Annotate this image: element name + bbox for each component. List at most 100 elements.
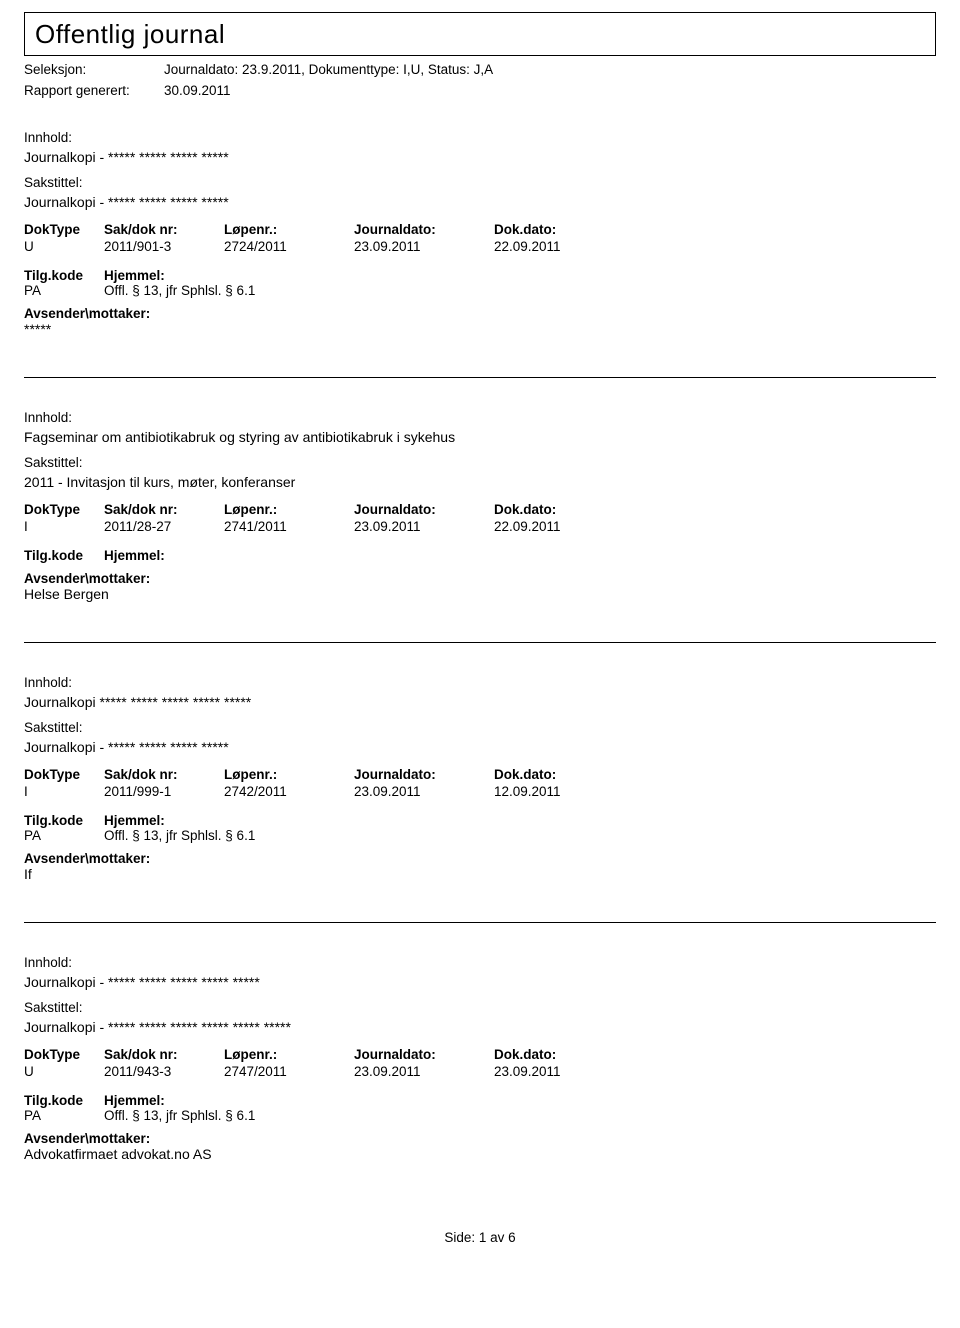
dokdato-header: Dok.dato: — [494, 1047, 634, 1062]
tilgkode-value: PA — [24, 283, 104, 298]
doktype-value: I — [24, 784, 104, 799]
page-footer: Side: 1 av 6 — [24, 1230, 936, 1245]
title-box: Offentlig journal — [24, 12, 936, 56]
innhold-text: Fagseminar om antibiotikabruk og styring… — [24, 429, 936, 445]
journaldato-value: 23.09.2011 — [354, 239, 494, 254]
tilgkode-label: Tilg.kode — [24, 813, 104, 828]
hjemmel-row: PAOffl. § 13, jfr Sphlsl. § 6.1 — [24, 828, 936, 843]
doktype-header: DokType — [24, 1047, 104, 1062]
lopenr-value: 2742/2011 — [224, 784, 354, 799]
sakstittel-text: Journalkopi - ***** ***** ***** ***** — [24, 739, 936, 755]
seleksjon-value: Journaldato: 23.9.2011, Dokumenttype: I,… — [164, 62, 493, 77]
side-label: Side: — [444, 1230, 475, 1245]
avsender-label: Avsender\mottaker: — [24, 571, 936, 586]
sakstittel-label: Sakstittel: — [24, 720, 936, 735]
innhold-label: Innhold: — [24, 675, 936, 690]
avsender-label: Avsender\mottaker: — [24, 1131, 936, 1146]
sakdok-value: 2011/901-3 — [104, 239, 224, 254]
dokdato-value: 22.09.2011 — [494, 239, 634, 254]
journaldato-header: Journaldato: — [354, 222, 494, 237]
journal-page: Offentlig journal Seleksjon: Journaldato… — [0, 0, 960, 1285]
innhold-text: Journalkopi - ***** ***** ***** ***** — [24, 149, 936, 165]
hjemmel-row: PAOffl. § 13, jfr Sphlsl. § 6.1 — [24, 283, 936, 298]
hjemmel-label: Hjemmel: — [104, 1093, 165, 1108]
sakstittel-text: Journalkopi - ***** ***** ***** ***** **… — [24, 1019, 936, 1035]
innhold-text: Journalkopi ***** ***** ***** ***** ****… — [24, 694, 936, 710]
lopenr-header: Løpenr.: — [224, 222, 354, 237]
sakdok-value: 2011/943-3 — [104, 1064, 224, 1079]
sakdok-header: Sak/dok nr: — [104, 767, 224, 782]
entry-separator — [24, 922, 936, 923]
lopenr-value: 2741/2011 — [224, 519, 354, 534]
tilgkode-value: PA — [24, 828, 104, 843]
doktype-value: U — [24, 1064, 104, 1079]
doktype-header: DokType — [24, 222, 104, 237]
entries-container: Innhold: Journalkopi - ***** ***** ***** … — [24, 130, 936, 1180]
innhold-text: Journalkopi - ***** ***** ***** ***** **… — [24, 974, 936, 990]
entry-value-row: U2011/943-32747/201123.09.201123.09.2011 — [24, 1064, 936, 1079]
journaldato-value: 23.09.2011 — [354, 784, 494, 799]
entry-header-row: DokTypeSak/dok nr:Løpenr.:Journaldato:Do… — [24, 767, 936, 782]
sakstittel-text: Journalkopi - ***** ***** ***** ***** — [24, 194, 936, 210]
entry-header-row: DokTypeSak/dok nr:Løpenr.:Journaldato:Do… — [24, 502, 936, 517]
sakdok-value: 2011/28-27 — [104, 519, 224, 534]
entry-separator — [24, 642, 936, 643]
lopenr-header: Løpenr.: — [224, 502, 354, 517]
doktype-header: DokType — [24, 502, 104, 517]
sakdok-value: 2011/999-1 — [104, 784, 224, 799]
lopenr-value: 2747/2011 — [224, 1064, 354, 1079]
page-sep: av — [490, 1230, 504, 1245]
avsender-value: ***** — [24, 321, 936, 337]
journaldato-header: Journaldato: — [354, 1047, 494, 1062]
dokdato-header: Dok.dato: — [494, 222, 634, 237]
innhold-label: Innhold: — [24, 130, 936, 145]
entry-separator — [24, 377, 936, 378]
hjemmel-value: Offl. § 13, jfr Sphlsl. § 6.1 — [104, 1108, 255, 1123]
entry-header-row: DokTypeSak/dok nr:Løpenr.:Journaldato:Do… — [24, 1047, 936, 1062]
doktype-header: DokType — [24, 767, 104, 782]
journal-entry: Innhold: Journalkopi ***** ***** ***** **… — [24, 675, 936, 900]
tilgkode-label: Tilg.kode — [24, 268, 104, 283]
journaldato-header: Journaldato: — [354, 767, 494, 782]
lopenr-header: Løpenr.: — [224, 1047, 354, 1062]
avsender-value: Helse Bergen — [24, 586, 936, 602]
sakdok-header: Sak/dok nr: — [104, 222, 224, 237]
dokdato-header: Dok.dato: — [494, 502, 634, 517]
sakstittel-label: Sakstittel: — [24, 175, 936, 190]
entry-value-row: I2011/999-12742/201123.09.201112.09.2011 — [24, 784, 936, 799]
lopenr-value: 2724/2011 — [224, 239, 354, 254]
tilgkode-label: Tilg.kode — [24, 1093, 104, 1108]
sakdok-header: Sak/dok nr: — [104, 502, 224, 517]
tilgkode-row: Tilg.kodeHjemmel: — [24, 268, 936, 283]
page-title: Offentlig journal — [35, 19, 925, 50]
doktype-value: I — [24, 519, 104, 534]
tilgkode-row: Tilg.kodeHjemmel: — [24, 813, 936, 828]
journal-entry: Innhold: Journalkopi - ***** ***** ***** … — [24, 955, 936, 1180]
innhold-label: Innhold: — [24, 955, 936, 970]
avsender-value: Advokatfirmaet advokat.no AS — [24, 1146, 936, 1162]
hjemmel-value: Offl. § 13, jfr Sphlsl. § 6.1 — [104, 283, 255, 298]
journaldato-value: 23.09.2011 — [354, 1064, 494, 1079]
dokdato-value: 23.09.2011 — [494, 1064, 634, 1079]
rapport-value: 30.09.2011 — [164, 83, 231, 98]
sakstittel-text: 2011 - Invitasjon til kurs, møter, konfe… — [24, 474, 936, 490]
avsender-value: If — [24, 866, 936, 882]
sakdok-header: Sak/dok nr: — [104, 1047, 224, 1062]
hjemmel-label: Hjemmel: — [104, 813, 165, 828]
journaldato-header: Journaldato: — [354, 502, 494, 517]
entry-header-row: DokTypeSak/dok nr:Løpenr.:Journaldato:Do… — [24, 222, 936, 237]
dokdato-header: Dok.dato: — [494, 767, 634, 782]
innhold-label: Innhold: — [24, 410, 936, 425]
tilgkode-row: Tilg.kodeHjemmel: — [24, 548, 936, 563]
dokdato-value: 12.09.2011 — [494, 784, 634, 799]
entry-value-row: I2011/28-272741/201123.09.201122.09.2011 — [24, 519, 936, 534]
avsender-label: Avsender\mottaker: — [24, 306, 936, 321]
journal-entry: Innhold: Journalkopi - ***** ***** ***** … — [24, 130, 936, 355]
hjemmel-label: Hjemmel: — [104, 548, 165, 563]
sakstittel-label: Sakstittel: — [24, 455, 936, 470]
tilgkode-label: Tilg.kode — [24, 548, 104, 563]
page-current: 1 — [479, 1230, 487, 1245]
entry-value-row: U2011/901-32724/201123.09.201122.09.2011 — [24, 239, 936, 254]
hjemmel-row: PAOffl. § 13, jfr Sphlsl. § 6.1 — [24, 1108, 936, 1123]
tilgkode-row: Tilg.kodeHjemmel: — [24, 1093, 936, 1108]
